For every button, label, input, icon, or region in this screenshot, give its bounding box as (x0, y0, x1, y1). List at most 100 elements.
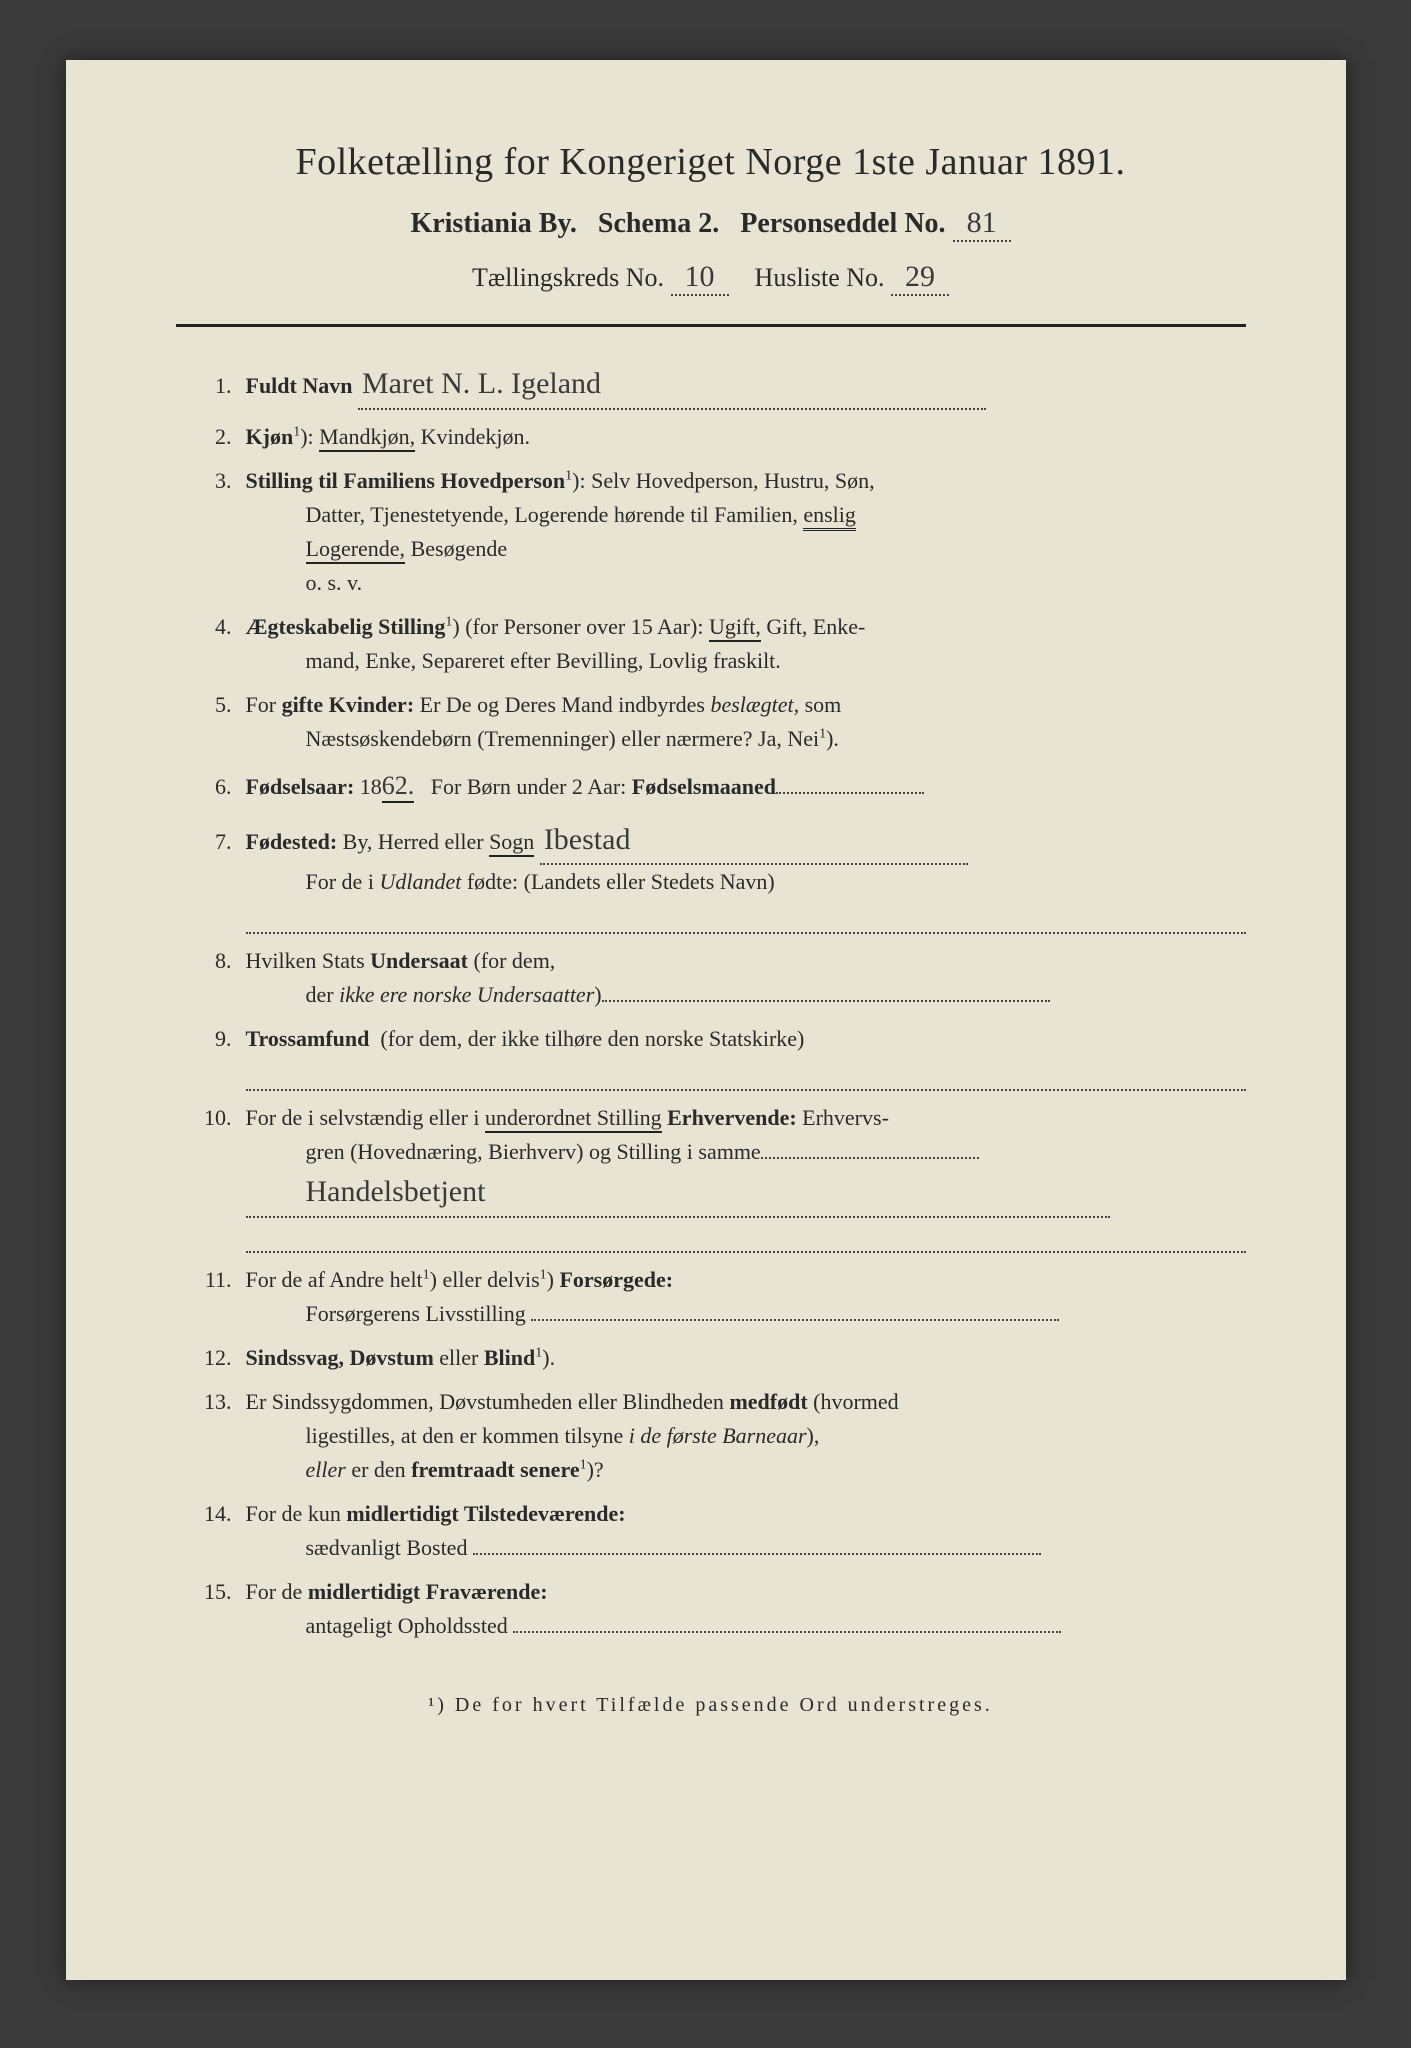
q11-label: Forsørgede: (559, 1267, 673, 1292)
q15-row: 15. For de midlertidigt Fraværende: anta… (186, 1575, 1246, 1643)
q3-enslig: enslig (803, 502, 856, 531)
q8-row: 8. Hvilken Stats Undersaat (for dem, der… (186, 944, 1246, 1012)
q11-t3: Forsørgerens Livsstilling (246, 1301, 526, 1326)
q13-num: 13. (186, 1385, 246, 1419)
schema: Schema 2. (598, 208, 719, 239)
footnote-marker: ¹) (428, 1694, 447, 1716)
q3-t3: Besøgende (411, 536, 508, 561)
q13-t4: ), (807, 1423, 820, 1448)
q6-num: 6. (186, 770, 246, 804)
q7-num: 7. (186, 825, 246, 859)
q12-t1: eller (439, 1345, 478, 1370)
q4-label: Ægteskabelig Stilling (246, 614, 446, 639)
q10-value: Handelsbetjent (246, 1169, 1110, 1218)
form-subheader: Kristiania By. Schema 2. Personseddel No… (176, 206, 1246, 242)
q2-mandkjon: Mandkjøn, (319, 424, 415, 452)
q10-row: 10. For de i selvstændig eller i underor… (186, 1101, 1246, 1252)
q3-num: 3. (186, 464, 246, 498)
q4-ugift: Ugift, (709, 614, 761, 642)
q6-blank (776, 792, 924, 794)
q14-row: 14. For de kun midlertidigt Tilstedevære… (186, 1497, 1246, 1565)
q10-label: Erhvervende: (667, 1105, 797, 1130)
q3-t2: Datter, Tjenestetyende, Logerende hørend… (246, 502, 798, 527)
husliste-no: 29 (891, 260, 949, 296)
q3-label: Stilling til Familiens Hovedperson (246, 468, 566, 493)
q8-i1: ikke ere norske Undersaatter (339, 982, 594, 1007)
q6-year: 62. (382, 771, 415, 803)
q4-t2: Gift, Enke- (766, 614, 865, 639)
q14-label: midlertidigt Tilstedeværende: (346, 1501, 625, 1526)
q2-num: 2. (186, 420, 246, 454)
q5-i1: beslægtet, (710, 692, 799, 717)
q10-t2: Erhvervs- (802, 1105, 889, 1130)
q8-t1: Hvilken Stats (246, 948, 365, 973)
q7-row: 7. Fødested: By, Herred eller Sogn Ibest… (186, 817, 1246, 934)
q13-t3: ligestilles, at den er kommen tilsyne (246, 1423, 624, 1448)
q9-t1: (for dem, der ikke tilhøre den norske St… (380, 1026, 804, 1051)
q4-t3: mand, Enke, Separeret efter Bevilling, L… (246, 648, 781, 673)
q13-label2: fremtraadt senere (411, 1457, 579, 1482)
q11-blank (531, 1319, 1059, 1321)
q13-t5: er den (351, 1457, 405, 1482)
q5-num: 5. (186, 688, 246, 722)
q15-t2: antageligt Opholdssted (246, 1613, 508, 1638)
q11-row: 11. For de af Andre helt1) eller delvis1… (186, 1263, 1246, 1331)
q12-label: Sindssvag, Døvstum (246, 1345, 434, 1370)
q8-t3: der (246, 982, 334, 1007)
q15-num: 15. (186, 1575, 246, 1609)
q2-row: 2. Kjøn1): Mandkjøn, Kvindekjøn. (186, 420, 1246, 454)
q13-i1: i de første Barneaar (629, 1423, 807, 1448)
q10-t1: For de i selvstændig eller i (246, 1105, 480, 1130)
q5-row: 5. For gifte Kvinder: Er De og Deres Man… (186, 688, 1246, 756)
q13-t6: ? (594, 1457, 604, 1482)
q14-t1: For de kun (246, 1501, 341, 1526)
q14-num: 14. (186, 1497, 246, 1531)
q7-t1: By, Herred eller (343, 829, 484, 854)
q6-t1: For Børn under 2 Aar: (431, 774, 627, 799)
q9-blank-line (246, 1058, 1246, 1091)
q12-row: 12. Sindssvag, Døvstum eller Blind1). (186, 1341, 1246, 1375)
q2-label: Kjøn (246, 424, 294, 449)
q5-label: gifte Kvinder: (282, 692, 415, 717)
q14-t2: sædvanligt Bosted (246, 1535, 468, 1560)
q11-t1: For de af Andre helt (246, 1267, 423, 1292)
q7-i1: Udlandet (379, 869, 461, 894)
q8-num: 8. (186, 944, 246, 978)
form-body: 1. Fuldt Navn Maret N. L. Igeland 2. Kjø… (176, 361, 1246, 1644)
q3-logerende: Logerende, (306, 536, 406, 564)
q3-t4: o. s. v. (246, 570, 363, 595)
q7-t2: For de i (246, 869, 374, 894)
kreds-no: 10 (671, 260, 729, 296)
q12-num: 12. (186, 1341, 246, 1375)
q7-label: Fødested: (246, 829, 338, 854)
q1-value: Maret N. L. Igeland (358, 361, 986, 410)
city: Kristiania By. (410, 208, 576, 239)
q9-row: 9. Trossamfund (for dem, der ikke tilhør… (186, 1022, 1246, 1091)
q3-row: 3. Stilling til Familiens Hovedperson1):… (186, 464, 1246, 600)
q10-blank1 (761, 1157, 979, 1159)
form-subheader2: Tællingskreds No. 10 Husliste No. 29 (176, 260, 1246, 296)
q5-t2: Er De og Deres Mand indbyrdes (420, 692, 705, 717)
q12-label2: Blind (484, 1345, 535, 1370)
husliste-label: Husliste No. (755, 263, 885, 292)
personseddel-label: Personseddel No. (740, 208, 945, 239)
q4-num: 4. (186, 610, 246, 644)
q6-row: 6. Fødselsaar: 1862. For Børn under 2 Aa… (186, 766, 1246, 806)
kreds-label: Tællingskreds No. (472, 263, 664, 292)
q15-t1: For de (246, 1579, 303, 1604)
q10-t3: gren (Hovednæring, Bierhverv) og Stillin… (246, 1139, 761, 1164)
q11-t2: eller delvis (443, 1267, 540, 1292)
q6-label2: Fødselsmaaned (632, 774, 776, 799)
q11-num: 11. (186, 1263, 246, 1297)
q6-prefix: 18 (360, 774, 382, 799)
q9-label: Trossamfund (246, 1026, 370, 1051)
q9-num: 9. (186, 1022, 246, 1056)
q1-label: Fuldt Navn (246, 373, 353, 398)
q10-num: 10. (186, 1101, 246, 1135)
q13-t2: (hvormed (813, 1389, 899, 1414)
header-divider (176, 324, 1246, 327)
q8-t2: (for dem, (473, 948, 555, 973)
q15-blank (513, 1631, 1061, 1633)
q7-blank-line (246, 901, 1246, 934)
q13-t1: Er Sindssygdommen, Døvstumheden eller Bl… (246, 1389, 724, 1414)
